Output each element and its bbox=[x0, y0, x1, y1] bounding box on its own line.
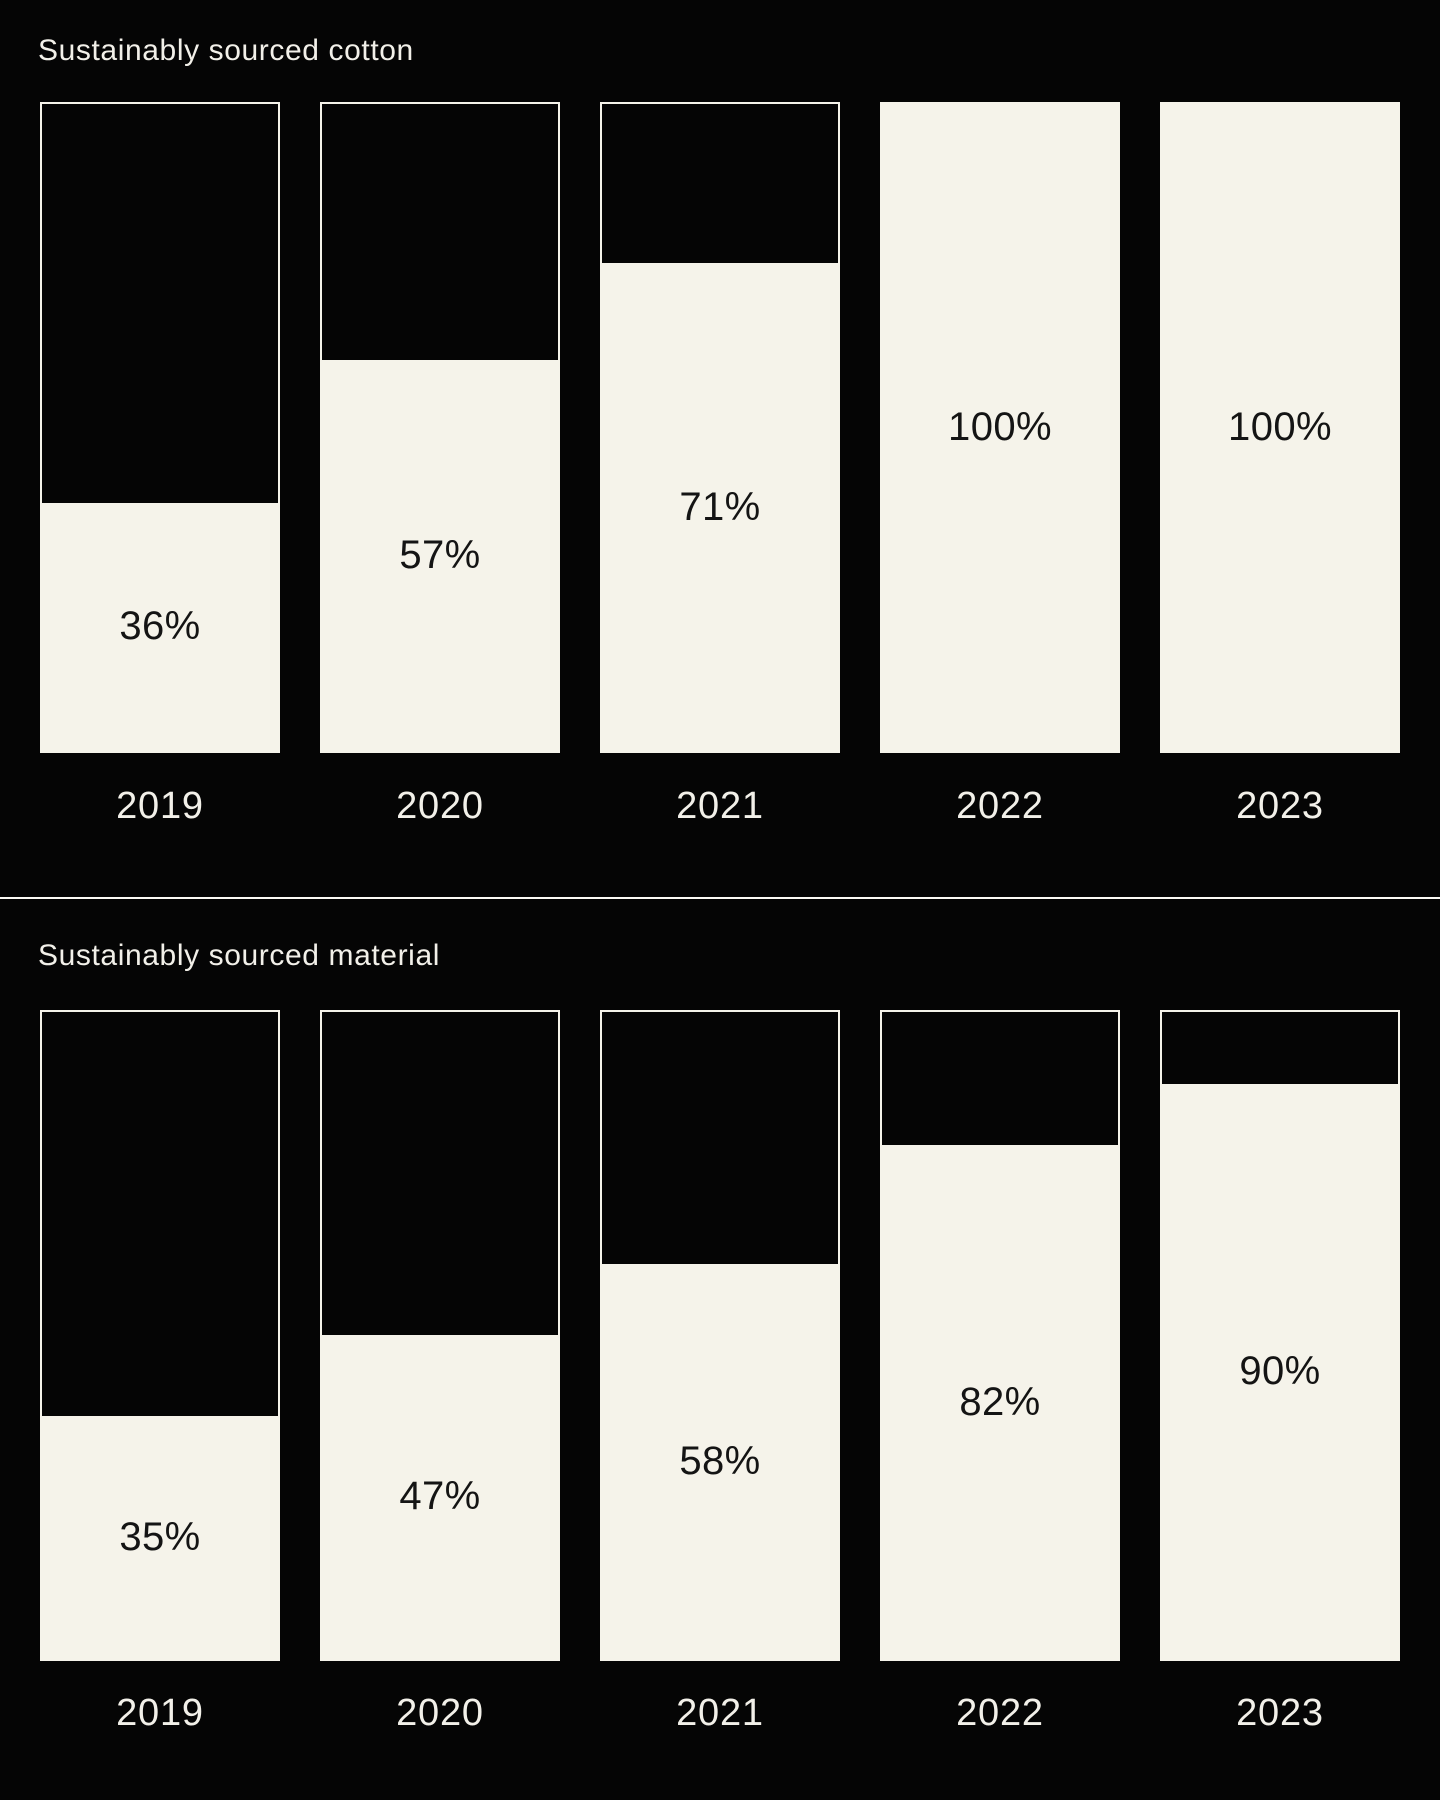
x-axis-label: 2021 bbox=[676, 784, 764, 827]
bar-fill: 58% bbox=[602, 1263, 838, 1659]
x-axis-label: 2020 bbox=[396, 1691, 484, 1734]
bar-material-2021: 58% bbox=[600, 1010, 840, 1661]
bar-cotton-2020: 57% bbox=[320, 102, 560, 753]
bar-value-label: 71% bbox=[679, 484, 761, 529]
x-axis-label: 2020 bbox=[396, 784, 484, 827]
bar-value-label: 35% bbox=[119, 1515, 201, 1560]
section-divider bbox=[0, 897, 1440, 899]
bar-row-material: 35% 47% 58% 82% 90% bbox=[40, 1010, 1400, 1661]
x-axis-label: 2023 bbox=[1236, 784, 1324, 827]
x-axis-label: 2022 bbox=[956, 784, 1044, 827]
bar-value-label: 36% bbox=[119, 604, 201, 649]
x-axis-cotton: 2019 2020 2021 2022 2023 bbox=[40, 783, 1400, 829]
bar-material-2022: 82% bbox=[880, 1010, 1120, 1661]
chart-title-cotton: Sustainably sourced cotton bbox=[38, 34, 414, 67]
x-axis-label: 2019 bbox=[116, 784, 204, 827]
x-axis-label: 2023 bbox=[1236, 1691, 1324, 1734]
bar-fill: 90% bbox=[1162, 1084, 1398, 1659]
x-axis-material: 2019 2020 2021 2022 2023 bbox=[40, 1690, 1400, 1736]
x-axis-label: 2019 bbox=[116, 1691, 204, 1734]
x-axis-label: 2022 bbox=[956, 1691, 1044, 1734]
bar-cotton-2022: 100% bbox=[880, 102, 1120, 753]
x-axis-label: 2021 bbox=[676, 1691, 764, 1734]
bar-material-2020: 47% bbox=[320, 1010, 560, 1661]
bar-fill: 36% bbox=[42, 502, 278, 751]
bar-value-label: 58% bbox=[679, 1438, 761, 1483]
bar-fill: 82% bbox=[882, 1145, 1118, 1659]
bar-material-2023: 90% bbox=[1160, 1010, 1400, 1661]
bar-cotton-2023: 100% bbox=[1160, 102, 1400, 753]
bar-value-label: 100% bbox=[1228, 405, 1332, 449]
bar-value-label: 90% bbox=[1239, 1349, 1321, 1394]
bar-value-label: 57% bbox=[399, 532, 481, 577]
bar-material-2019: 35% bbox=[40, 1010, 280, 1661]
bar-value-label: 47% bbox=[399, 1474, 481, 1519]
bar-cotton-2021: 71% bbox=[600, 102, 840, 753]
bar-cotton-2019: 36% bbox=[40, 102, 280, 753]
bar-value-label: 100% bbox=[948, 405, 1052, 449]
bar-value-label: 82% bbox=[959, 1379, 1041, 1424]
bar-fill: 35% bbox=[42, 1416, 278, 1659]
bar-fill: 100% bbox=[1162, 104, 1398, 751]
bar-fill: 100% bbox=[882, 104, 1118, 751]
bar-fill: 47% bbox=[322, 1334, 558, 1659]
bar-row-cotton: 36% 57% 71% 100% 100% bbox=[40, 102, 1400, 753]
bar-fill: 71% bbox=[602, 263, 838, 751]
chart-title-material: Sustainably sourced material bbox=[38, 939, 440, 972]
bar-fill: 57% bbox=[322, 359, 558, 751]
